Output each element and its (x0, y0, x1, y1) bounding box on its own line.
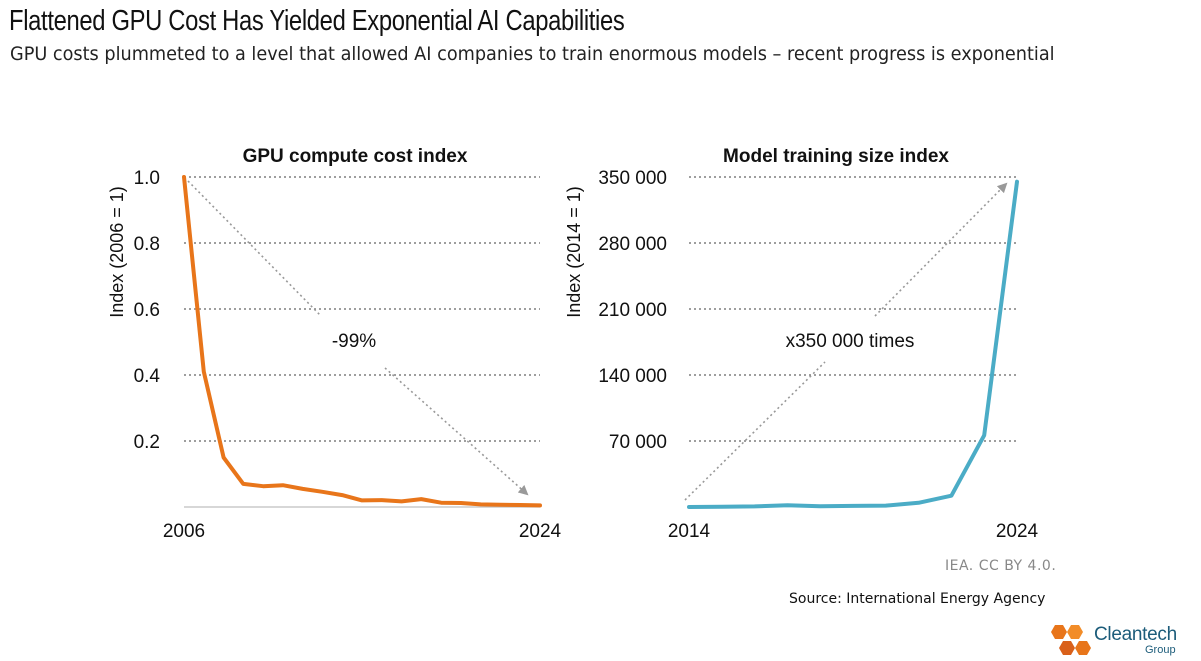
gpu-chart-gridlines (184, 176, 540, 442)
gpu-chart-x-tick-end: 2024 (519, 521, 562, 542)
page-subtitle: GPU costs plummeted to a level that allo… (10, 43, 1055, 65)
page-title: Flattened GPU Cost Has Yielded Exponenti… (9, 5, 625, 37)
source-note: Source: International Energy Agency (789, 591, 1046, 607)
gpu-chart-trend-arrow-upper (187, 180, 321, 316)
training-chart-x-tick-end: 2024 (996, 521, 1039, 542)
y-tick-label: 1.0 (134, 168, 160, 189)
gpu-chart-title: GPU compute cost index (243, 146, 468, 167)
training-chart-trend-arrow-upper (874, 182, 1008, 317)
y-tick-label: 140 000 (598, 366, 667, 387)
attribution-note: IEA. CC BY 4.0. (945, 558, 1057, 574)
series-line (687, 179, 1019, 509)
training-chart-gridlines (689, 176, 1017, 442)
gpu-chart-ylabel: Index (2006 = 1) (107, 186, 127, 318)
gpu-chart-y-ticks: 1.0 0.8 0.6 0.4 0.2 (134, 168, 161, 453)
training-chart-annotation: x350 000 times (786, 331, 915, 352)
cleantech-logo: Cleantech Group (1048, 622, 1198, 660)
training-chart-title: Model training size index (723, 146, 949, 167)
training-chart-y-ticks: 350 000 280 000 210 000 140 000 70 000 (598, 168, 667, 453)
y-tick-label: 0.2 (134, 432, 160, 453)
series-line (182, 175, 542, 508)
hexagon-cluster-icon (1051, 625, 1091, 655)
y-tick-label: 210 000 (598, 300, 667, 321)
y-tick-label: 0.6 (134, 300, 160, 321)
gpu-chart-trend-arrow-lower (384, 367, 529, 496)
logo-name: Cleantech (1094, 624, 1177, 645)
y-tick-label: 70 000 (609, 432, 667, 453)
training-size-chart: Model training size index Index (2014 = … (564, 146, 1039, 542)
gpu-chart-x-tick-start: 2006 (163, 521, 205, 542)
logo-sub: Group (1145, 644, 1176, 656)
training-chart-x-tick-start: 2014 (668, 521, 711, 542)
training-chart-trend-arrow-lower (684, 361, 826, 501)
y-tick-label: 0.4 (134, 366, 161, 387)
y-tick-label: 350 000 (598, 168, 667, 189)
y-tick-label: 0.8 (134, 234, 160, 255)
gpu-chart-series (182, 175, 542, 508)
gpu-chart-annotation: -99% (332, 331, 376, 352)
training-chart-series (687, 179, 1019, 509)
y-tick-label: 280 000 (598, 234, 667, 255)
training-chart-ylabel: Index (2014 = 1) (564, 186, 584, 318)
gpu-cost-chart: GPU compute cost index Index (2006 = 1) … (107, 146, 562, 542)
